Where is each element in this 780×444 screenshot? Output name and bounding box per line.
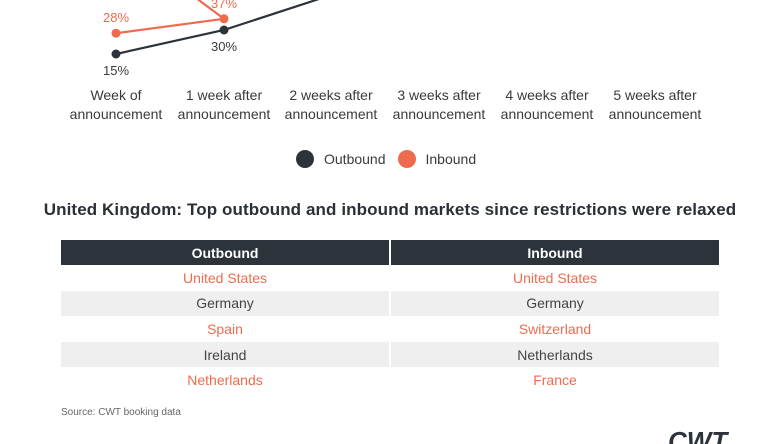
x-tick-label: 4 weeks after announcement (500, 87, 594, 122)
inbound-cell: France (390, 367, 719, 393)
inbound-cell: Switzerland (390, 316, 719, 342)
line-chart: 15% 30% 28% 37% (103, 0, 320, 78)
markets-table: Outbound Inbound United States United St… (61, 240, 719, 393)
table-header-row: Outbound Inbound (61, 240, 719, 265)
x-tick-label: 1 week after announcement (177, 87, 271, 122)
outbound-cell: Netherlands (61, 367, 391, 393)
inbound-cell: Netherlands (390, 341, 719, 368)
logo-text: CWT (668, 430, 729, 444)
cwt-logo: CWT (668, 430, 729, 444)
legend-swatch-inbound (397, 150, 416, 168)
legend-label-inbound: Inbound (425, 151, 477, 167)
outbound-cell: Ireland (61, 341, 391, 368)
outbound-cell: United States (61, 265, 391, 291)
table-row: Spain Switzerland (61, 316, 719, 342)
table-row: United States United States (61, 265, 719, 291)
outbound-cell: Spain (61, 316, 391, 342)
data-label-inbound: 37% (211, 0, 237, 11)
data-point-outbound (219, 25, 229, 35)
data-point-inbound (111, 28, 121, 38)
table-row: Germany Germany (61, 290, 719, 317)
outbound-cell: Germany (61, 290, 391, 317)
table-row: Ireland Netherlands (61, 341, 719, 368)
data-label-inbound: 28% (103, 10, 129, 25)
x-tick-label: 5 weeks after announcement (608, 87, 702, 122)
legend-item-inbound: Inbound (397, 150, 477, 168)
table-row: Netherlands France (61, 367, 719, 393)
x-tick-label: 2 weeks after announcement (284, 87, 378, 122)
inbound-cell: United States (390, 265, 719, 291)
inbound-cell: Germany (390, 290, 719, 317)
data-point-outbound (111, 49, 121, 59)
source-note: Source: CWT booking data (61, 407, 181, 418)
series-line-inbound (115, 0, 227, 35)
x-tick-label: Week of announcement (69, 87, 163, 122)
legend-swatch-outbound (296, 150, 314, 168)
data-point-inbound (219, 14, 229, 24)
column-header-inbound: Inbound (390, 240, 719, 265)
column-header-outbound: Outbound (61, 240, 391, 265)
data-label-outbound: 15% (103, 63, 129, 78)
legend-label-outbound: Outbound (324, 151, 386, 167)
table-title: United Kingdom: Top outbound and inbound… (43, 200, 737, 219)
legend-item-outbound: Outbound (296, 150, 386, 168)
chart-legend: Outbound Inbound (296, 150, 486, 168)
x-tick-label: 3 weeks after announcement (392, 87, 486, 122)
data-label-outbound: 30% (211, 39, 237, 54)
